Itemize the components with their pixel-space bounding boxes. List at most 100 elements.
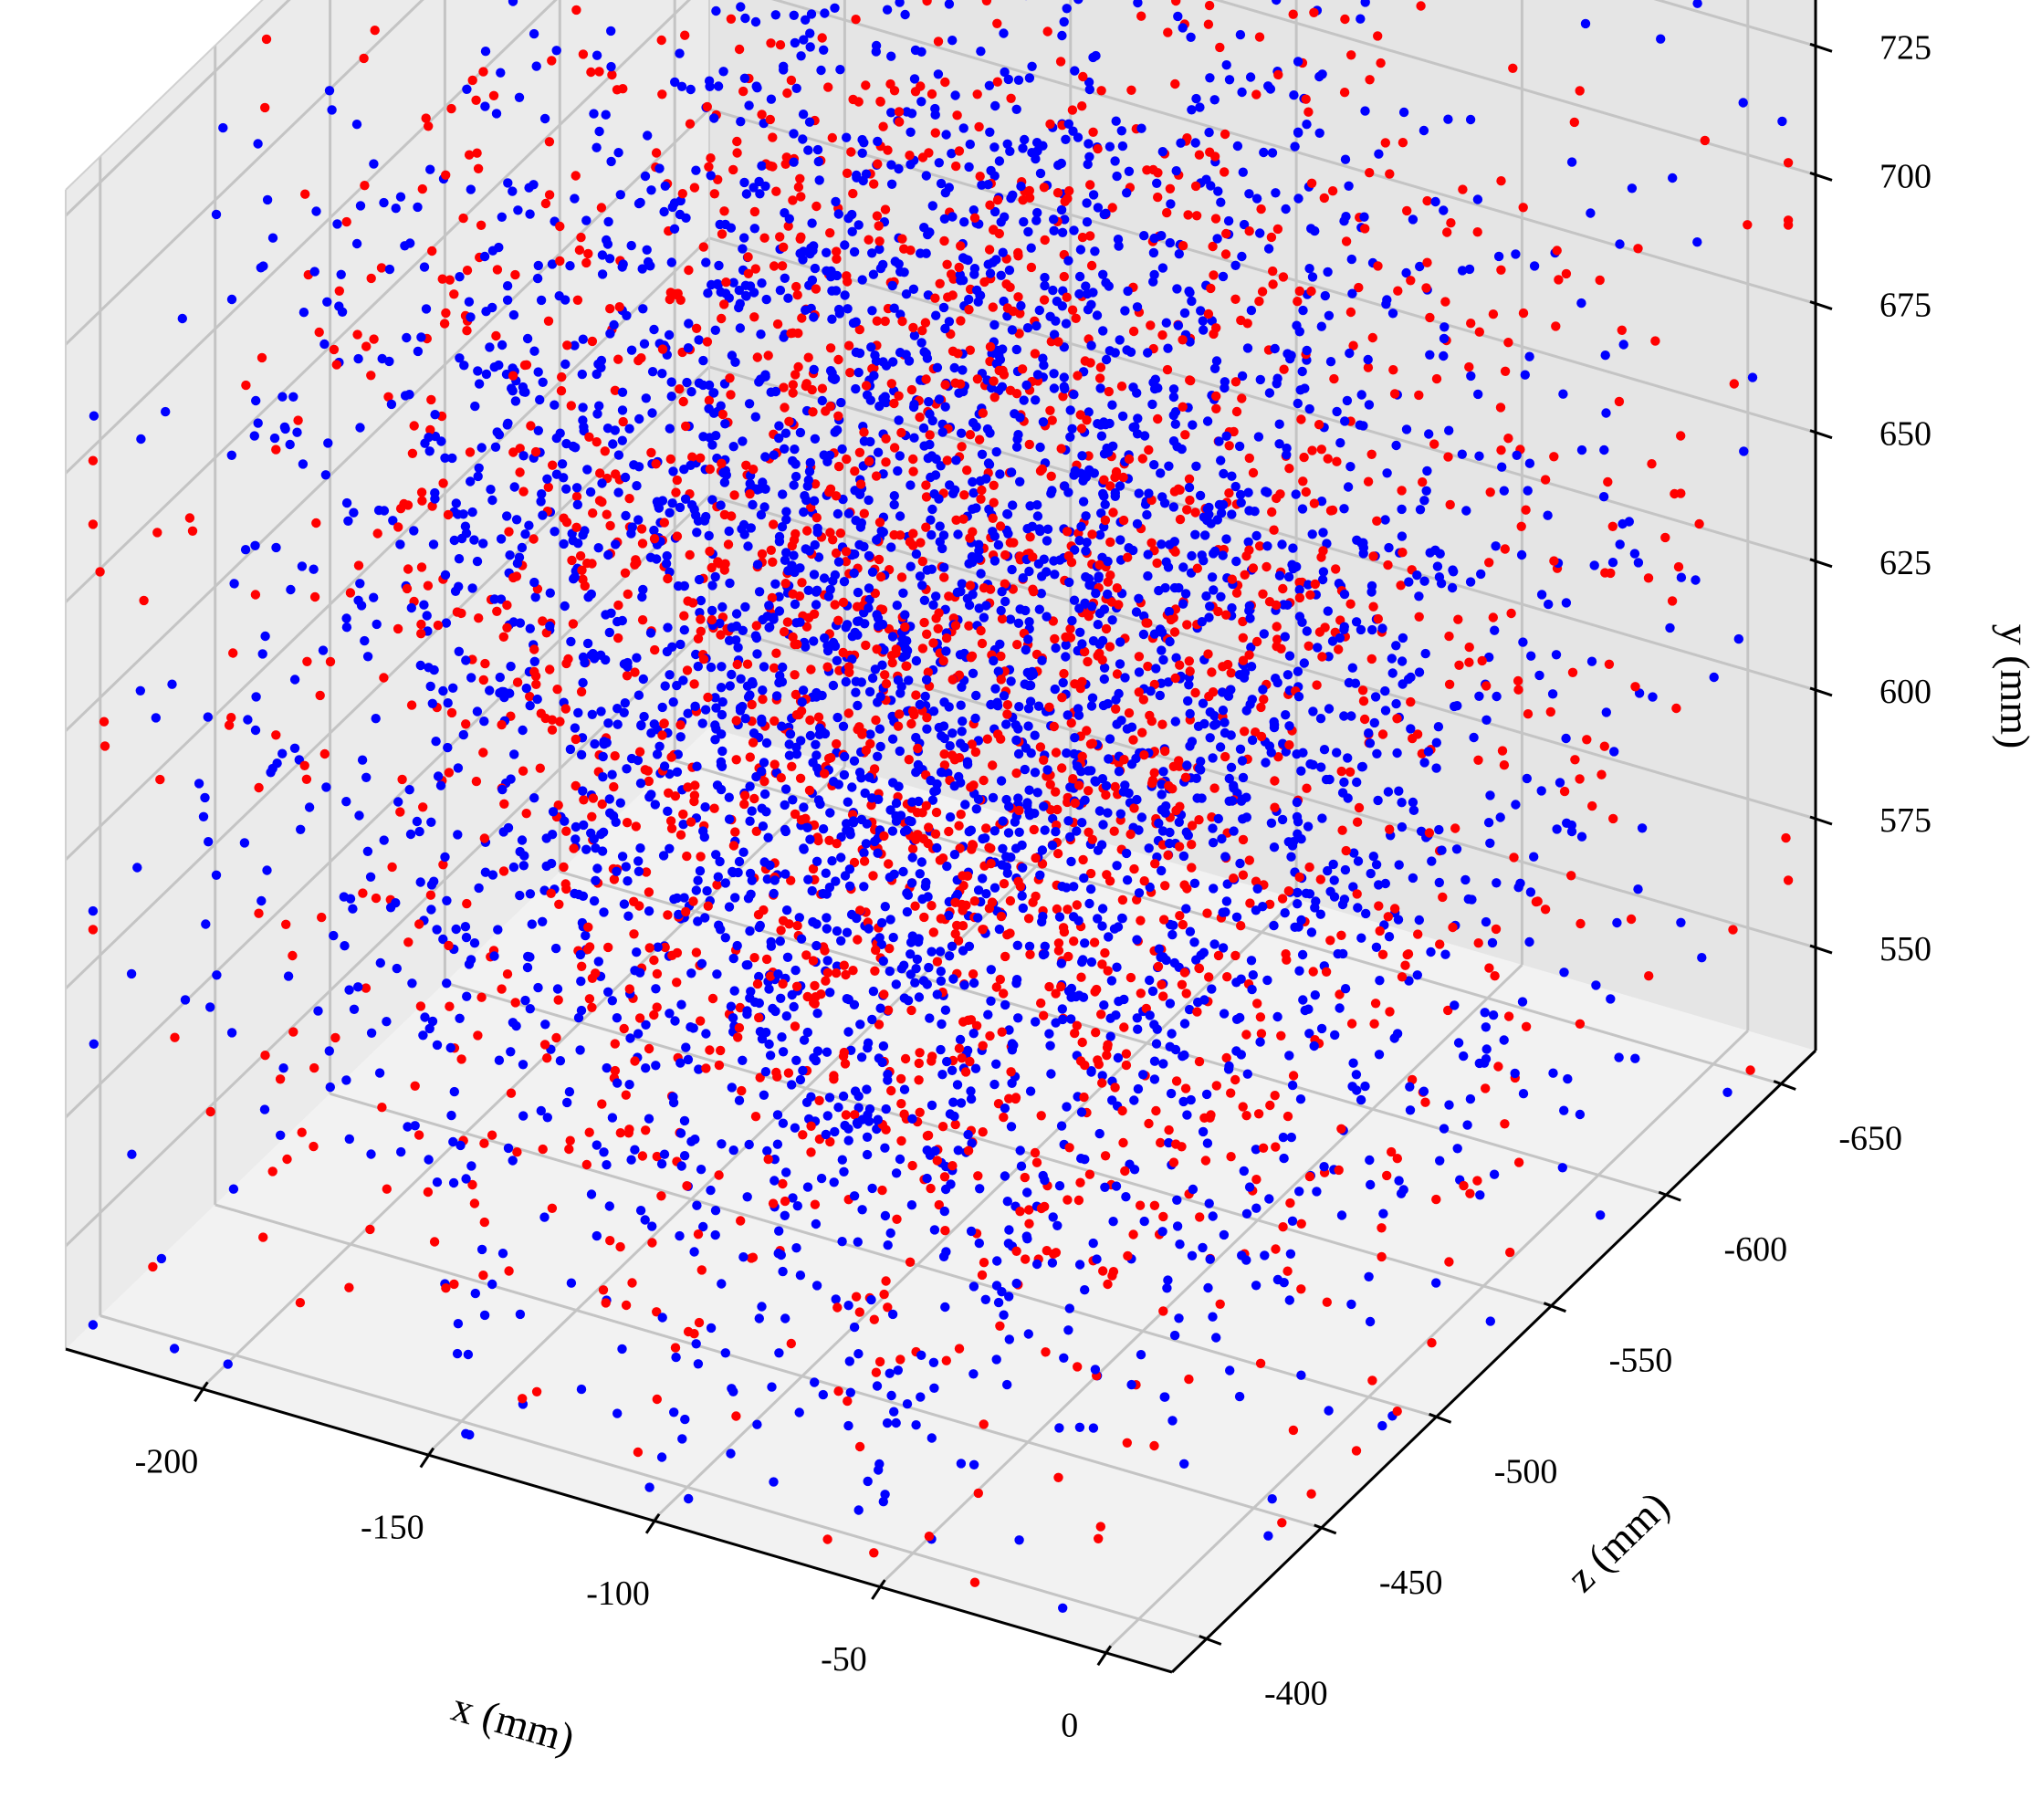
data-point: [267, 233, 278, 243]
data-point: [613, 450, 624, 460]
data-point: [726, 390, 736, 400]
data-point: [1282, 670, 1293, 680]
y-gridline-left: [64, 0, 424, 346]
data-point: [1094, 373, 1105, 383]
data-point: [552, 984, 563, 994]
data-point: [816, 1173, 827, 1184]
data-point: [1747, 372, 1758, 382]
data-point: [1035, 526, 1045, 537]
data-point: [412, 816, 423, 827]
data-point: [1518, 1089, 1529, 1099]
data-point: [416, 487, 427, 497]
data-point: [1244, 650, 1254, 660]
data-point: [789, 157, 799, 167]
data-point: [553, 800, 563, 811]
data-point: [474, 883, 484, 894]
data-point: [629, 929, 639, 939]
data-point: [1197, 793, 1207, 803]
data-point: [784, 750, 795, 760]
data-point: [692, 761, 702, 771]
data-point: [1536, 786, 1546, 796]
data-point: [1637, 823, 1648, 833]
data-point: [780, 555, 790, 565]
data-point: [1398, 633, 1408, 643]
data-point: [1495, 403, 1506, 413]
data-point: [999, 28, 1009, 38]
data-point: [856, 518, 866, 528]
data-point: [629, 896, 639, 906]
data-point: [999, 691, 1010, 701]
data-point: [1060, 481, 1070, 491]
data-point: [672, 531, 683, 541]
data-point: [728, 277, 738, 288]
data-point: [1029, 824, 1040, 835]
data-point: [758, 821, 769, 832]
data-point: [989, 883, 1000, 893]
data-point: [1366, 449, 1377, 459]
data-point: [774, 433, 784, 444]
data-point: [902, 906, 913, 917]
data-point: [578, 49, 589, 59]
data-point: [818, 824, 829, 834]
data-point: [676, 999, 686, 1009]
data-point: [1062, 1102, 1072, 1112]
data-point: [738, 244, 748, 254]
data-point: [880, 316, 890, 327]
data-point: [1084, 1169, 1095, 1179]
data-point: [1402, 949, 1412, 960]
data-point: [1783, 875, 1794, 885]
data-point: [1013, 748, 1024, 759]
data-point: [962, 757, 973, 767]
data-point: [334, 286, 344, 296]
data-point: [1495, 812, 1505, 822]
data-point: [426, 817, 436, 827]
data-point: [1275, 489, 1285, 499]
data-point: [922, 1173, 932, 1184]
data-point: [446, 103, 456, 114]
data-point: [1240, 570, 1250, 580]
data-point: [1330, 1030, 1340, 1041]
data-point: [854, 324, 864, 335]
data-point: [1174, 249, 1185, 259]
data-point: [786, 75, 797, 86]
data-point: [360, 181, 370, 191]
data-point: [1388, 365, 1398, 375]
data-point: [1110, 348, 1120, 358]
data-point: [554, 291, 564, 301]
data-point: [864, 235, 874, 245]
data-point: [426, 394, 436, 405]
data-point: [226, 294, 237, 305]
data-point: [766, 94, 777, 104]
data-point: [857, 148, 867, 158]
data-point: [977, 638, 988, 649]
data-point: [1294, 585, 1304, 595]
data-point: [761, 1027, 771, 1038]
data-point: [487, 246, 498, 256]
data-point: [849, 568, 859, 579]
data-point: [1357, 685, 1368, 696]
data-point: [404, 390, 414, 400]
data-point: [1282, 1111, 1293, 1122]
data-point: [1149, 269, 1159, 280]
data-point: [1047, 1258, 1058, 1268]
data-point: [886, 379, 896, 389]
data-point: [1190, 181, 1201, 192]
data-point: [461, 719, 471, 729]
data-point: [1174, 761, 1185, 771]
data-point: [996, 776, 1007, 786]
data-point: [1607, 558, 1618, 568]
data-point: [797, 313, 807, 323]
data-point: [1039, 801, 1049, 811]
data-point: [756, 509, 767, 520]
data-point: [518, 1111, 529, 1121]
data-point: [1024, 185, 1035, 196]
data-point: [1382, 468, 1392, 478]
data-point: [577, 565, 587, 575]
data-point: [872, 535, 882, 545]
data-point: [586, 828, 596, 838]
data-point: [1559, 968, 1569, 978]
data-point: [602, 1160, 612, 1170]
data-point: [1274, 419, 1284, 429]
data-point: [1484, 558, 1494, 568]
data-point: [940, 323, 950, 334]
